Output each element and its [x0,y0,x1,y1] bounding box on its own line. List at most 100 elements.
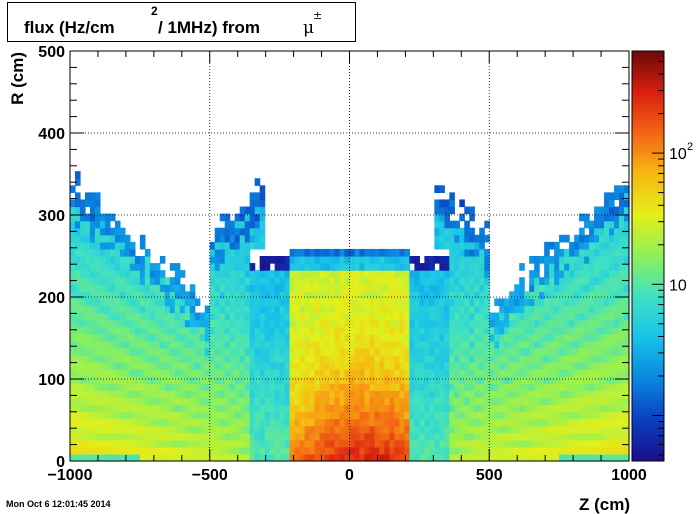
heatmap-cell [474,397,480,406]
heatmap-cell [104,418,111,427]
heatmap-cell [449,369,455,377]
heatmap-cell [224,256,231,264]
heatmap-cell [604,213,610,222]
heatmap-cell [379,263,386,271]
heatmap-cell [434,291,440,300]
heatmap-cell [389,354,396,363]
heatmap-cell [234,397,241,406]
heatmap-cell [489,411,495,420]
heatmap-cell [579,270,585,278]
heatmap-cell [394,263,401,271]
heatmap-cell [534,277,540,285]
heatmap-cell [279,326,286,335]
heatmap-cell [239,354,246,363]
heatmap-cell [614,446,620,455]
heatmap-cell [344,248,351,257]
heatmap-cell [304,404,311,413]
heatmap-cell [99,333,106,342]
heatmap-cell [254,284,261,292]
heatmap-cell [504,397,510,406]
heatmap-cell [589,411,595,420]
heatmap-cell [384,439,391,448]
heatmap-cell [359,319,366,328]
heatmap-cell [504,369,510,377]
heatmap-cell [409,425,415,434]
heatmap-cell [509,404,515,413]
heatmap-cell [254,362,261,370]
heatmap-cell [609,333,615,342]
heatmap-cell [579,418,585,427]
heatmap-cell [524,347,530,356]
heatmap-cell [84,284,91,292]
heatmap-cell [229,277,236,285]
heatmap-cell [469,439,475,448]
heatmap-cell [524,354,530,363]
heatmap-cell [539,277,545,285]
heatmap-cell [454,347,460,356]
heatmap-cell [369,432,376,441]
heatmap-cell [439,432,445,441]
heatmap-cell [259,333,266,342]
heatmap-cell [369,298,376,307]
heatmap-cell [334,277,341,285]
heatmap-cell [79,347,86,356]
heatmap-cell [234,277,241,285]
heatmap-cell [354,383,361,391]
heatmap-cell [589,284,595,292]
heatmap-cell [74,319,81,328]
heatmap-cell [299,418,306,427]
heatmap-cell [159,354,166,363]
heatmap-cell [299,354,306,363]
heatmap-cell [374,362,381,370]
heatmap-cell [424,418,430,427]
heatmap-cell [134,425,141,434]
heatmap-cell [109,397,116,406]
heatmap-cell [569,418,575,427]
heatmap-cell [414,397,420,406]
heatmap-cell [89,397,96,406]
heatmap-cell [384,333,391,342]
heatmap-cell [114,390,121,398]
heatmap-cell [94,446,101,455]
heatmap-cell [589,369,595,377]
heatmap-cell [74,234,81,243]
heatmap-cell [79,206,86,215]
heatmap-cell [174,418,181,427]
heatmap-cell [244,362,251,370]
heatmap-cell [404,425,410,434]
heatmap-cell [414,446,420,455]
heatmap-cell [339,362,346,370]
heatmap-cell [309,390,316,398]
heatmap-cell [259,277,266,285]
heatmap-cell [339,354,346,363]
heatmap-cell [219,263,226,271]
heatmap-cell [589,241,595,250]
heatmap-cell [149,305,156,314]
heatmap-cell [359,446,366,455]
heatmap-cell [534,263,540,271]
heatmap-cell [444,298,450,307]
heatmap-cell [609,425,615,434]
heatmap-cell [109,284,116,292]
heatmap-cell [469,383,475,391]
heatmap-cell [329,383,336,391]
heatmap-cell [444,291,450,300]
heatmap-cell [139,376,146,384]
heatmap-cell [609,312,615,321]
heatmap-cell [594,241,600,250]
heatmap-cell [70,376,76,384]
heatmap-cell [274,432,281,441]
heatmap-cell [554,397,560,406]
heatmap-cell [484,277,490,285]
heatmap-cell [519,333,525,342]
x-tick-label: 500 [476,467,503,484]
heatmap-cell [559,453,565,462]
heatmap-cell [299,397,306,406]
heatmap-cell [324,425,331,434]
heatmap-cell [439,199,445,208]
heatmap-cell [299,347,306,356]
heatmap-cell [444,376,450,384]
heatmap-cell [534,270,540,278]
heatmap-cell [99,418,106,427]
heatmap-cell [254,326,261,335]
